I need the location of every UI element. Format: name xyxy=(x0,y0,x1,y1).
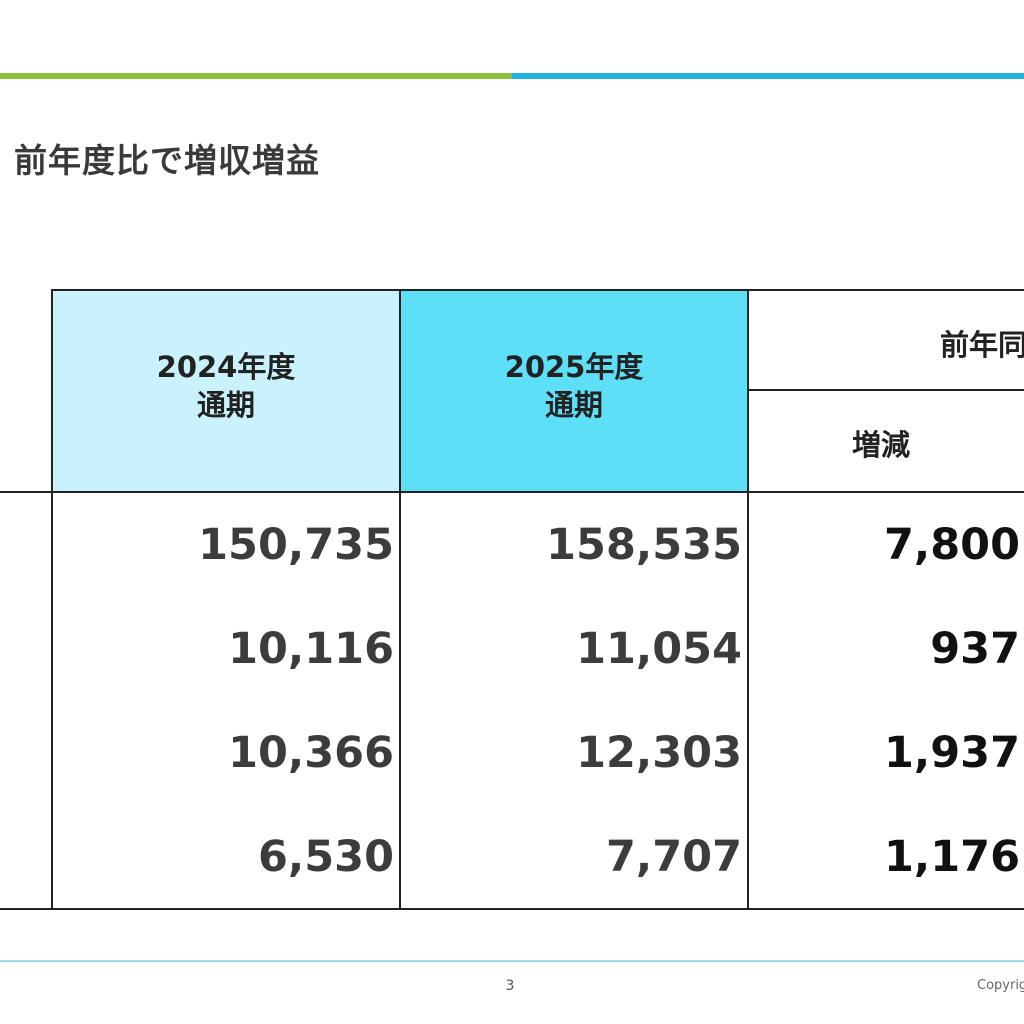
cell-r4-diff: 1,176 xyxy=(883,832,1020,882)
header-cell-2025: 2025年度 通期 xyxy=(400,290,748,492)
cell-r3-2025: 12,303 xyxy=(576,728,742,778)
col-divider-3 xyxy=(747,289,749,910)
copyright-text: Copyrig xyxy=(977,978,1024,993)
cell-r1-diff: 7,800 xyxy=(883,520,1020,570)
table-bottom-border xyxy=(0,908,1024,910)
header-2025-label: 2025年度 通期 xyxy=(504,350,644,422)
header-bottom-border xyxy=(0,491,1024,493)
header-cell-2024: 2024年度 通期 xyxy=(52,290,400,492)
cell-r1-2024: 150,735 xyxy=(198,520,394,570)
cell-r3-2024: 10,366 xyxy=(228,728,394,778)
header-sub-divider xyxy=(748,389,1024,391)
col-divider-2 xyxy=(399,289,401,910)
cell-r2-2025: 11,054 xyxy=(576,624,742,674)
table-top-border xyxy=(52,289,1024,291)
slide-title: 前年度比で増収増益 xyxy=(14,141,320,180)
cell-r4-2024: 6,530 xyxy=(257,832,394,882)
cell-r1-2025: 158,535 xyxy=(546,520,742,570)
top-accent-bar-green xyxy=(0,73,512,79)
cell-r3-diff: 1,937 xyxy=(883,728,1020,778)
cell-r2-2024: 10,116 xyxy=(228,624,394,674)
footer-divider xyxy=(0,960,1024,962)
header-2024-label: 2024年度 通期 xyxy=(156,350,296,422)
cell-r4-2025: 7,707 xyxy=(605,832,742,882)
top-accent-bar-blue xyxy=(512,73,1024,79)
header-yoy-label: 前年同 xyxy=(940,328,1024,362)
header-diff-label: 増減 xyxy=(852,428,911,462)
page-number: 3 xyxy=(505,978,515,994)
col-divider-1 xyxy=(51,289,53,910)
cell-r2-diff: 937 xyxy=(930,624,1020,674)
